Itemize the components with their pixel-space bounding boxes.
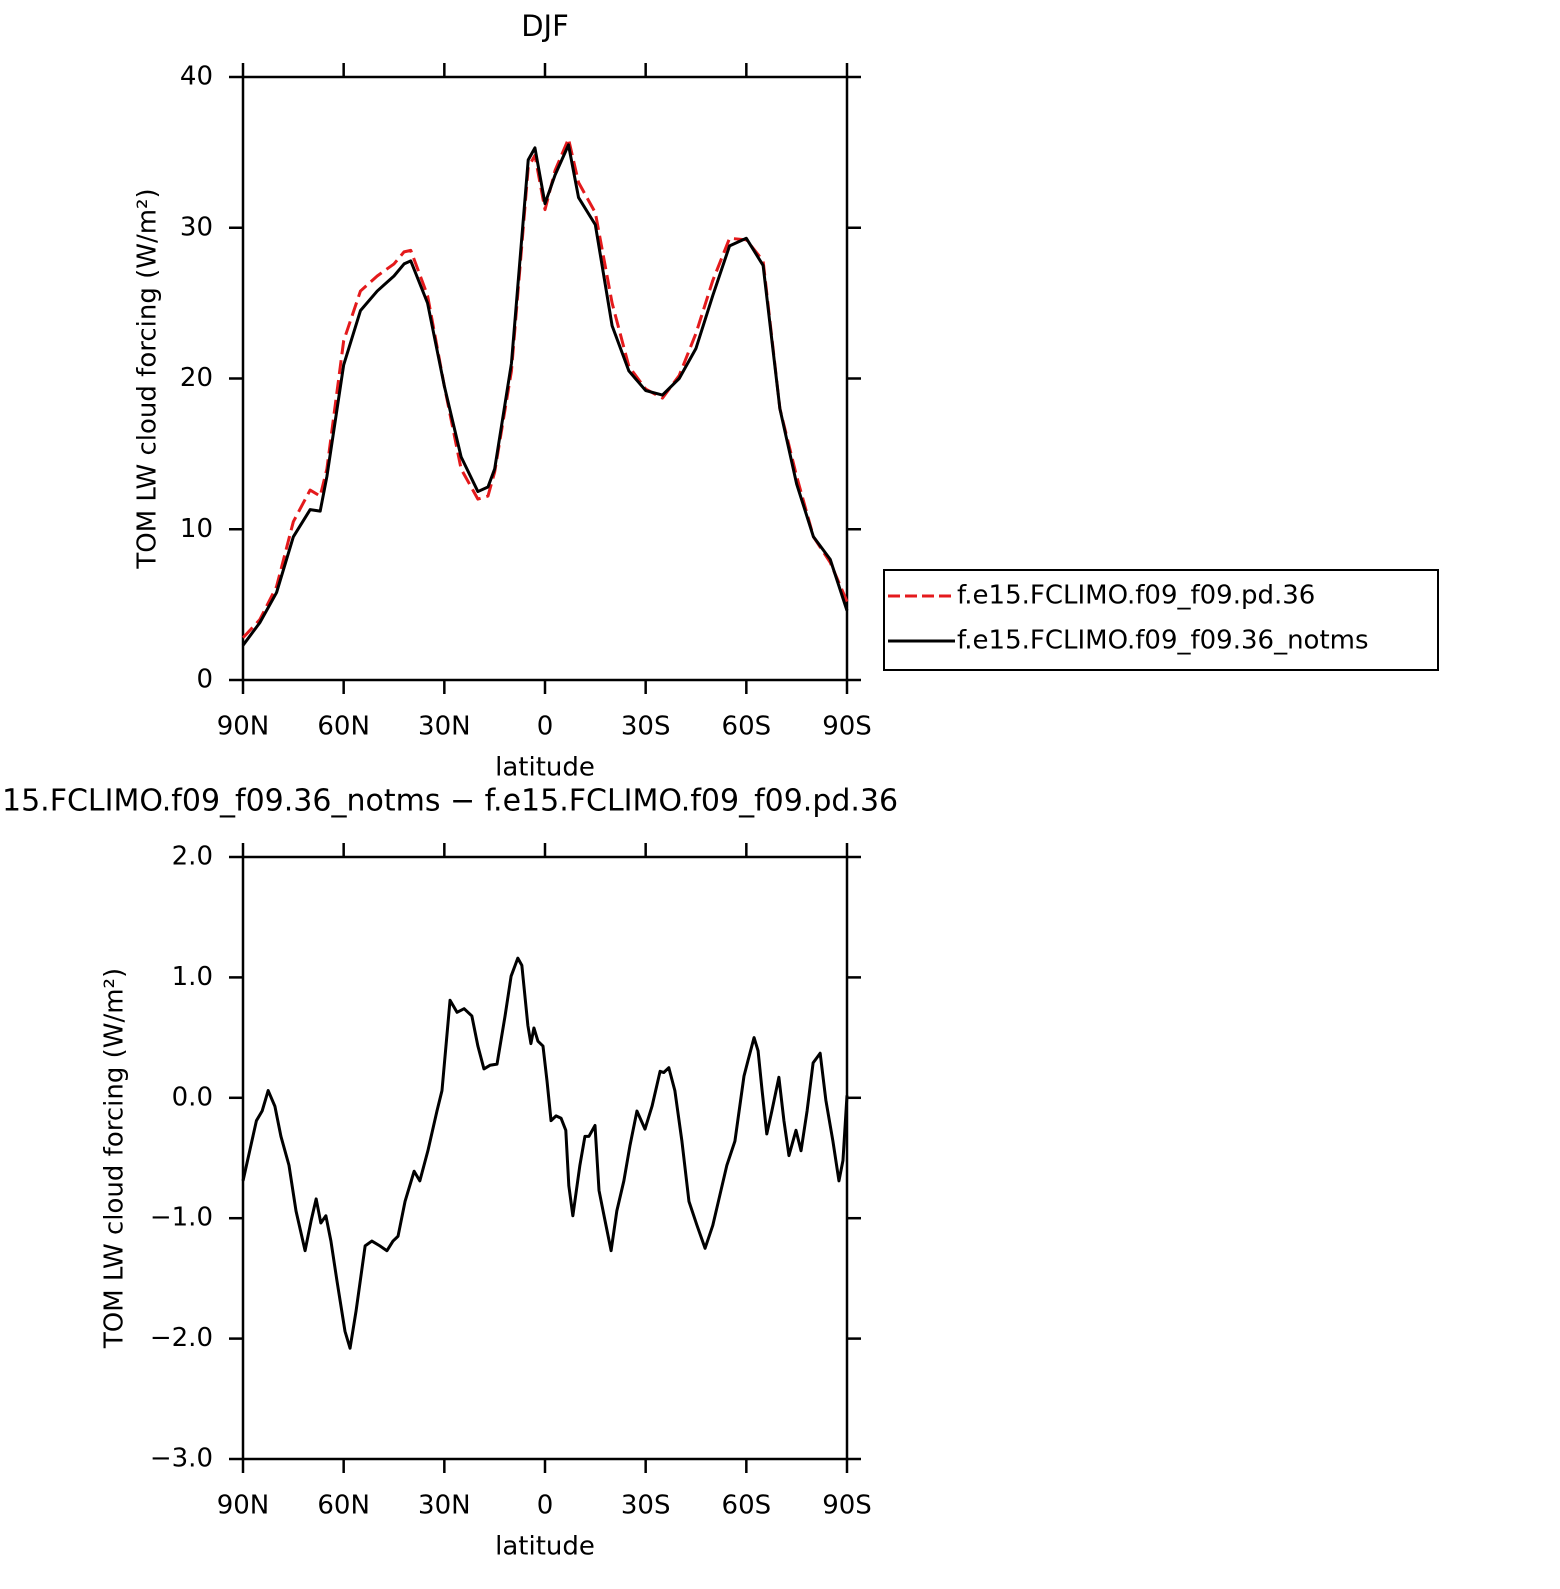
y-axis-label: TOM LW cloud forcing (W/m²) bbox=[133, 188, 163, 569]
x-tick-label: 90S bbox=[822, 1491, 872, 1521]
y-tick-label: 2.0 bbox=[172, 842, 213, 872]
legend-label: f.e15.FCLIMO.f09_f09.36_notms bbox=[957, 626, 1369, 656]
x-tick-label: 30N bbox=[418, 712, 471, 742]
y-axis-label: TOM LW cloud forcing (W/m²) bbox=[100, 968, 130, 1349]
x-tick-label: 60N bbox=[317, 1491, 370, 1521]
x-axis-label: latitude bbox=[495, 1532, 595, 1562]
y-tick-label: 0.0 bbox=[172, 1082, 213, 1112]
x-tick-label: 30S bbox=[621, 1491, 671, 1521]
chart-title: DJF bbox=[521, 9, 569, 43]
legend-box bbox=[883, 569, 1439, 671]
x-tick-label: 90N bbox=[217, 712, 270, 742]
data-line bbox=[241, 143, 849, 647]
legend-label: f.e15.FCLIMO.f09_f09.pd.36 bbox=[957, 581, 1315, 611]
y-tick-label: −1.0 bbox=[150, 1203, 213, 1233]
x-tick-label: 30N bbox=[418, 1491, 471, 1521]
chart-title: 15.FCLIMO.f09_f09.36_notms − f.e15.FCLIM… bbox=[2, 784, 898, 819]
y-tick-label: −2.0 bbox=[150, 1323, 213, 1353]
x-axis-label: latitude bbox=[495, 753, 595, 783]
y-tick-label: −3.0 bbox=[150, 1444, 213, 1474]
data-line bbox=[241, 956, 849, 1350]
plot-frame bbox=[241, 75, 849, 682]
x-tick-label: 0 bbox=[537, 1491, 554, 1521]
x-tick-label: 30S bbox=[621, 712, 671, 742]
plot-frame bbox=[241, 855, 849, 1461]
y-tick-label: 30 bbox=[180, 212, 213, 242]
y-tick-label: 10 bbox=[180, 514, 213, 544]
x-tick-label: 60S bbox=[722, 1491, 772, 1521]
x-tick-label: 90N bbox=[217, 1491, 270, 1521]
x-tick-label: 0 bbox=[537, 712, 554, 742]
y-tick-label: 0 bbox=[196, 665, 213, 695]
data-line bbox=[241, 137, 849, 639]
x-tick-label: 60N bbox=[317, 712, 370, 742]
y-tick-label: 40 bbox=[180, 62, 213, 92]
x-tick-label: 60S bbox=[722, 712, 772, 742]
y-tick-label: 20 bbox=[180, 363, 213, 393]
x-tick-label: 90S bbox=[822, 712, 872, 742]
y-tick-label: 1.0 bbox=[172, 962, 213, 992]
